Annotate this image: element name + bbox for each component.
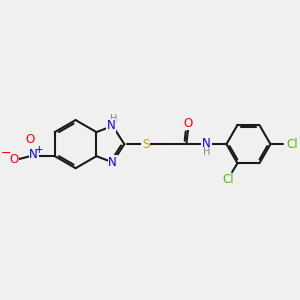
Text: Cl: Cl bbox=[222, 173, 234, 186]
Text: N: N bbox=[29, 148, 38, 161]
Text: O: O bbox=[26, 133, 35, 146]
Text: +: + bbox=[34, 145, 43, 155]
Text: O: O bbox=[9, 153, 19, 166]
Text: N: N bbox=[108, 156, 117, 169]
Text: N: N bbox=[202, 137, 211, 150]
Text: −: − bbox=[1, 147, 11, 160]
Text: S: S bbox=[142, 138, 149, 151]
Text: N: N bbox=[107, 119, 116, 132]
Text: O: O bbox=[183, 116, 193, 130]
Text: H: H bbox=[203, 147, 210, 157]
Text: Cl: Cl bbox=[286, 138, 298, 151]
Text: H: H bbox=[110, 114, 118, 124]
